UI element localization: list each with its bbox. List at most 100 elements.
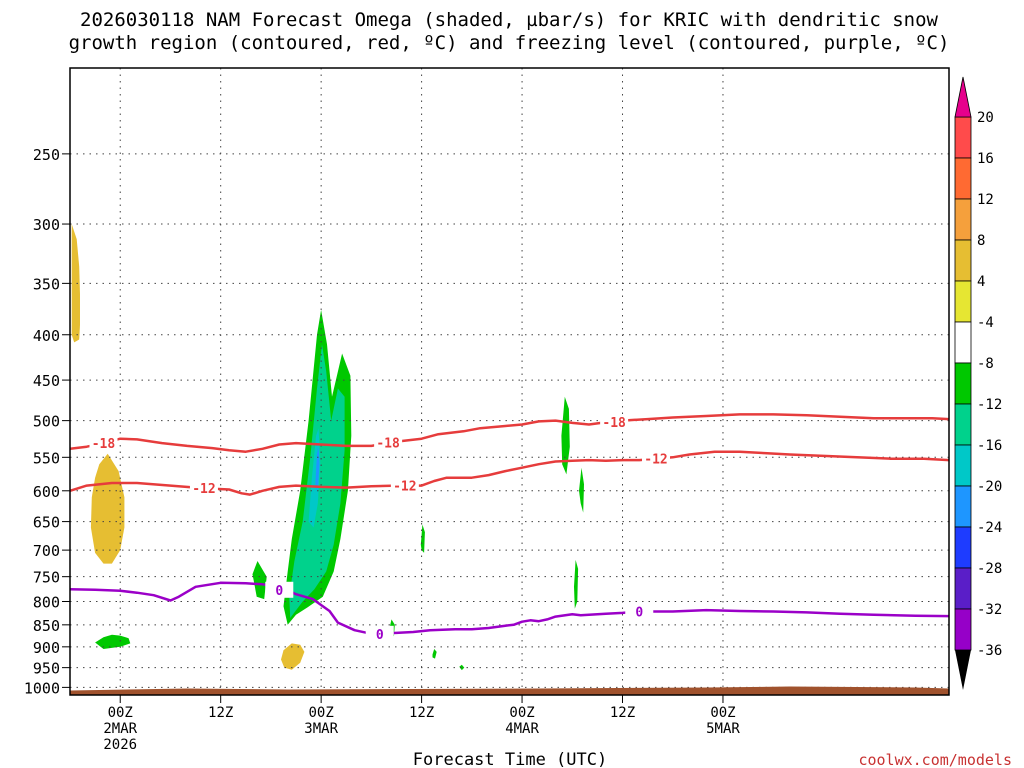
- dgz-m18-label-bg-2: [600, 414, 629, 431]
- terrain-layer: [70, 686, 949, 695]
- colorbar-label-4: 4: [977, 274, 985, 290]
- dgz-m18-label-0: -18: [92, 437, 116, 452]
- gridlines: [70, 68, 949, 695]
- x-axis-label: Forecast Time (UTC): [413, 750, 607, 768]
- x-tick-label-60-0: 12Z: [610, 705, 635, 721]
- chart-title: 2026030118 NAM Forecast Omega (shaded, µ…: [69, 9, 950, 54]
- omega-region-9: [561, 396, 570, 475]
- colorbar-label-11: -28: [977, 561, 1002, 577]
- colorbar-segment-4: [954, 280, 972, 323]
- colorbar-segment-0: [954, 116, 972, 159]
- y-tick-label-600: 600: [33, 483, 60, 501]
- omega-region-14: [432, 649, 437, 659]
- colorbar-label-3: 8: [977, 233, 985, 249]
- x-tick-label-72-0: 00Z: [710, 705, 735, 721]
- x-tick-label-0-0: 00Z: [108, 705, 133, 721]
- y-tick-label-350: 350: [33, 275, 60, 293]
- colorbar-segment-8: [954, 444, 972, 487]
- colorbar-segment-10: [954, 526, 972, 569]
- dgz-minus18-contour: [70, 413, 949, 453]
- plot-area: -12 -12 -12 -18 -18 -18 0 0 0: [69, 67, 950, 696]
- frz-label-0: 0: [275, 584, 283, 599]
- omega-shading-layer: [71, 224, 584, 671]
- colorbar-segment-1: [954, 157, 972, 200]
- x-tick-label-0-2: 2026: [103, 737, 137, 753]
- y-tick-label-500: 500: [33, 413, 60, 431]
- frz-label-bg-0: [265, 581, 294, 598]
- contour-layer: -12 -12 -12 -18 -18 -18 0 0 0: [70, 413, 949, 643]
- terrain-fill: [70, 686, 949, 695]
- dgz-m12-label-0: -12: [192, 482, 215, 497]
- colorbar-label-0: 20: [977, 110, 994, 126]
- credit-text: coolwx.com/models: [858, 751, 1012, 768]
- y-tick-label-450: 450: [33, 372, 60, 390]
- colorbar-label-1: 16: [977, 151, 994, 167]
- dgz-m18-label-1: -18: [376, 436, 400, 451]
- colorbar-label-2: 12: [977, 192, 994, 208]
- y-tick-label-700: 700: [33, 542, 60, 560]
- colorbar-segment-7: [954, 403, 972, 446]
- dgz-m18-label-2: -18: [602, 416, 626, 431]
- y-axis: 250 300 350 400 450 500 550 600 650 700 750 800 850 9…: [24, 146, 70, 697]
- frz-label-bg-1: [365, 625, 394, 642]
- colorbar-segment-2: [954, 198, 972, 241]
- colorbar-label-7: -12: [977, 397, 1002, 413]
- dgz-m12-label-bg-2: [642, 450, 670, 467]
- omega-region-12: [420, 524, 425, 553]
- frz-label-bg-2: [625, 603, 654, 620]
- y-tick-label-650: 650: [33, 514, 60, 532]
- colorbar-segment-9: [954, 485, 972, 528]
- dgz-m18-label-bg-1: [374, 434, 403, 451]
- dgz-m12-label-1: -12: [393, 480, 416, 495]
- y-tick-label-250: 250: [33, 146, 60, 164]
- colorbar-segment-5: [954, 321, 972, 364]
- omega-region-11: [574, 559, 579, 609]
- omega-region-10: [579, 467, 584, 513]
- y-tick-label-550: 550: [33, 449, 60, 467]
- y-tick-label-400: 400: [33, 327, 60, 345]
- x-tick-label-24-1: 3MAR: [304, 721, 338, 737]
- colorbar-label-9: -20: [977, 479, 1002, 495]
- x-tick-label-12-0: 12Z: [208, 705, 233, 721]
- title-line-1: 2026030118 NAM Forecast Omega (shaded, µ…: [80, 9, 938, 31]
- dgz-m12-label-bg-1: [390, 477, 419, 494]
- colorbar-label-12: -32: [977, 602, 1002, 618]
- y-tick-label-300: 300: [33, 216, 60, 234]
- colorbar-label-6: -8: [977, 356, 994, 372]
- omega-region-8: [252, 561, 267, 600]
- colorbar-top-arrow: [954, 76, 972, 118]
- x-tick-label-0-1: 2MAR: [103, 721, 137, 737]
- omega-region-0: [95, 634, 131, 649]
- y-tick-label-1000: 1000: [24, 679, 60, 697]
- colorbar-label-13: -36: [977, 643, 1002, 659]
- dgz-m12-label-2: -12: [644, 453, 667, 468]
- y-tick-label-850: 850: [33, 617, 60, 635]
- colorbar-segment-3: [954, 239, 972, 282]
- colorbar-segment-12: [954, 608, 972, 651]
- omega-region-3: [281, 643, 305, 670]
- x-tick-label-72-1: 5MAR: [706, 721, 740, 737]
- omega-region-2: [90, 453, 125, 564]
- x-tick-label-24-0: 00Z: [308, 705, 333, 721]
- frz-label-1: 0: [376, 628, 384, 643]
- colorbar-segment-11: [954, 567, 972, 610]
- title-line-2: growth region (contoured, red, ºC) and f…: [69, 32, 950, 54]
- y-tick-label-800: 800: [33, 594, 60, 612]
- colorbar-bottom-arrow: [955, 650, 971, 690]
- y-tick-label-900: 900: [33, 639, 60, 657]
- colorbar-label-5: -4: [977, 315, 994, 331]
- plot-frame: [69, 67, 950, 696]
- y-tick-label-950: 950: [33, 660, 60, 678]
- dgz-m18-label-bg-0: [89, 435, 118, 452]
- omega-region-15: [459, 664, 465, 671]
- frz-label-2: 0: [635, 605, 643, 620]
- colorbar-label-10: -24: [977, 520, 1002, 536]
- colorbar: 20 16 12 8 4 -4 -8 -12 -16 -20 -24 -28 -32 -36: [954, 76, 1002, 690]
- omega-region-1: [71, 224, 80, 343]
- colorbar-label-8: -16: [977, 438, 1002, 454]
- colorbar-segment-6: [954, 362, 972, 405]
- x-tick-label-36-0: 12Z: [409, 705, 434, 721]
- x-tick-label-48-0: 00Z: [509, 705, 534, 721]
